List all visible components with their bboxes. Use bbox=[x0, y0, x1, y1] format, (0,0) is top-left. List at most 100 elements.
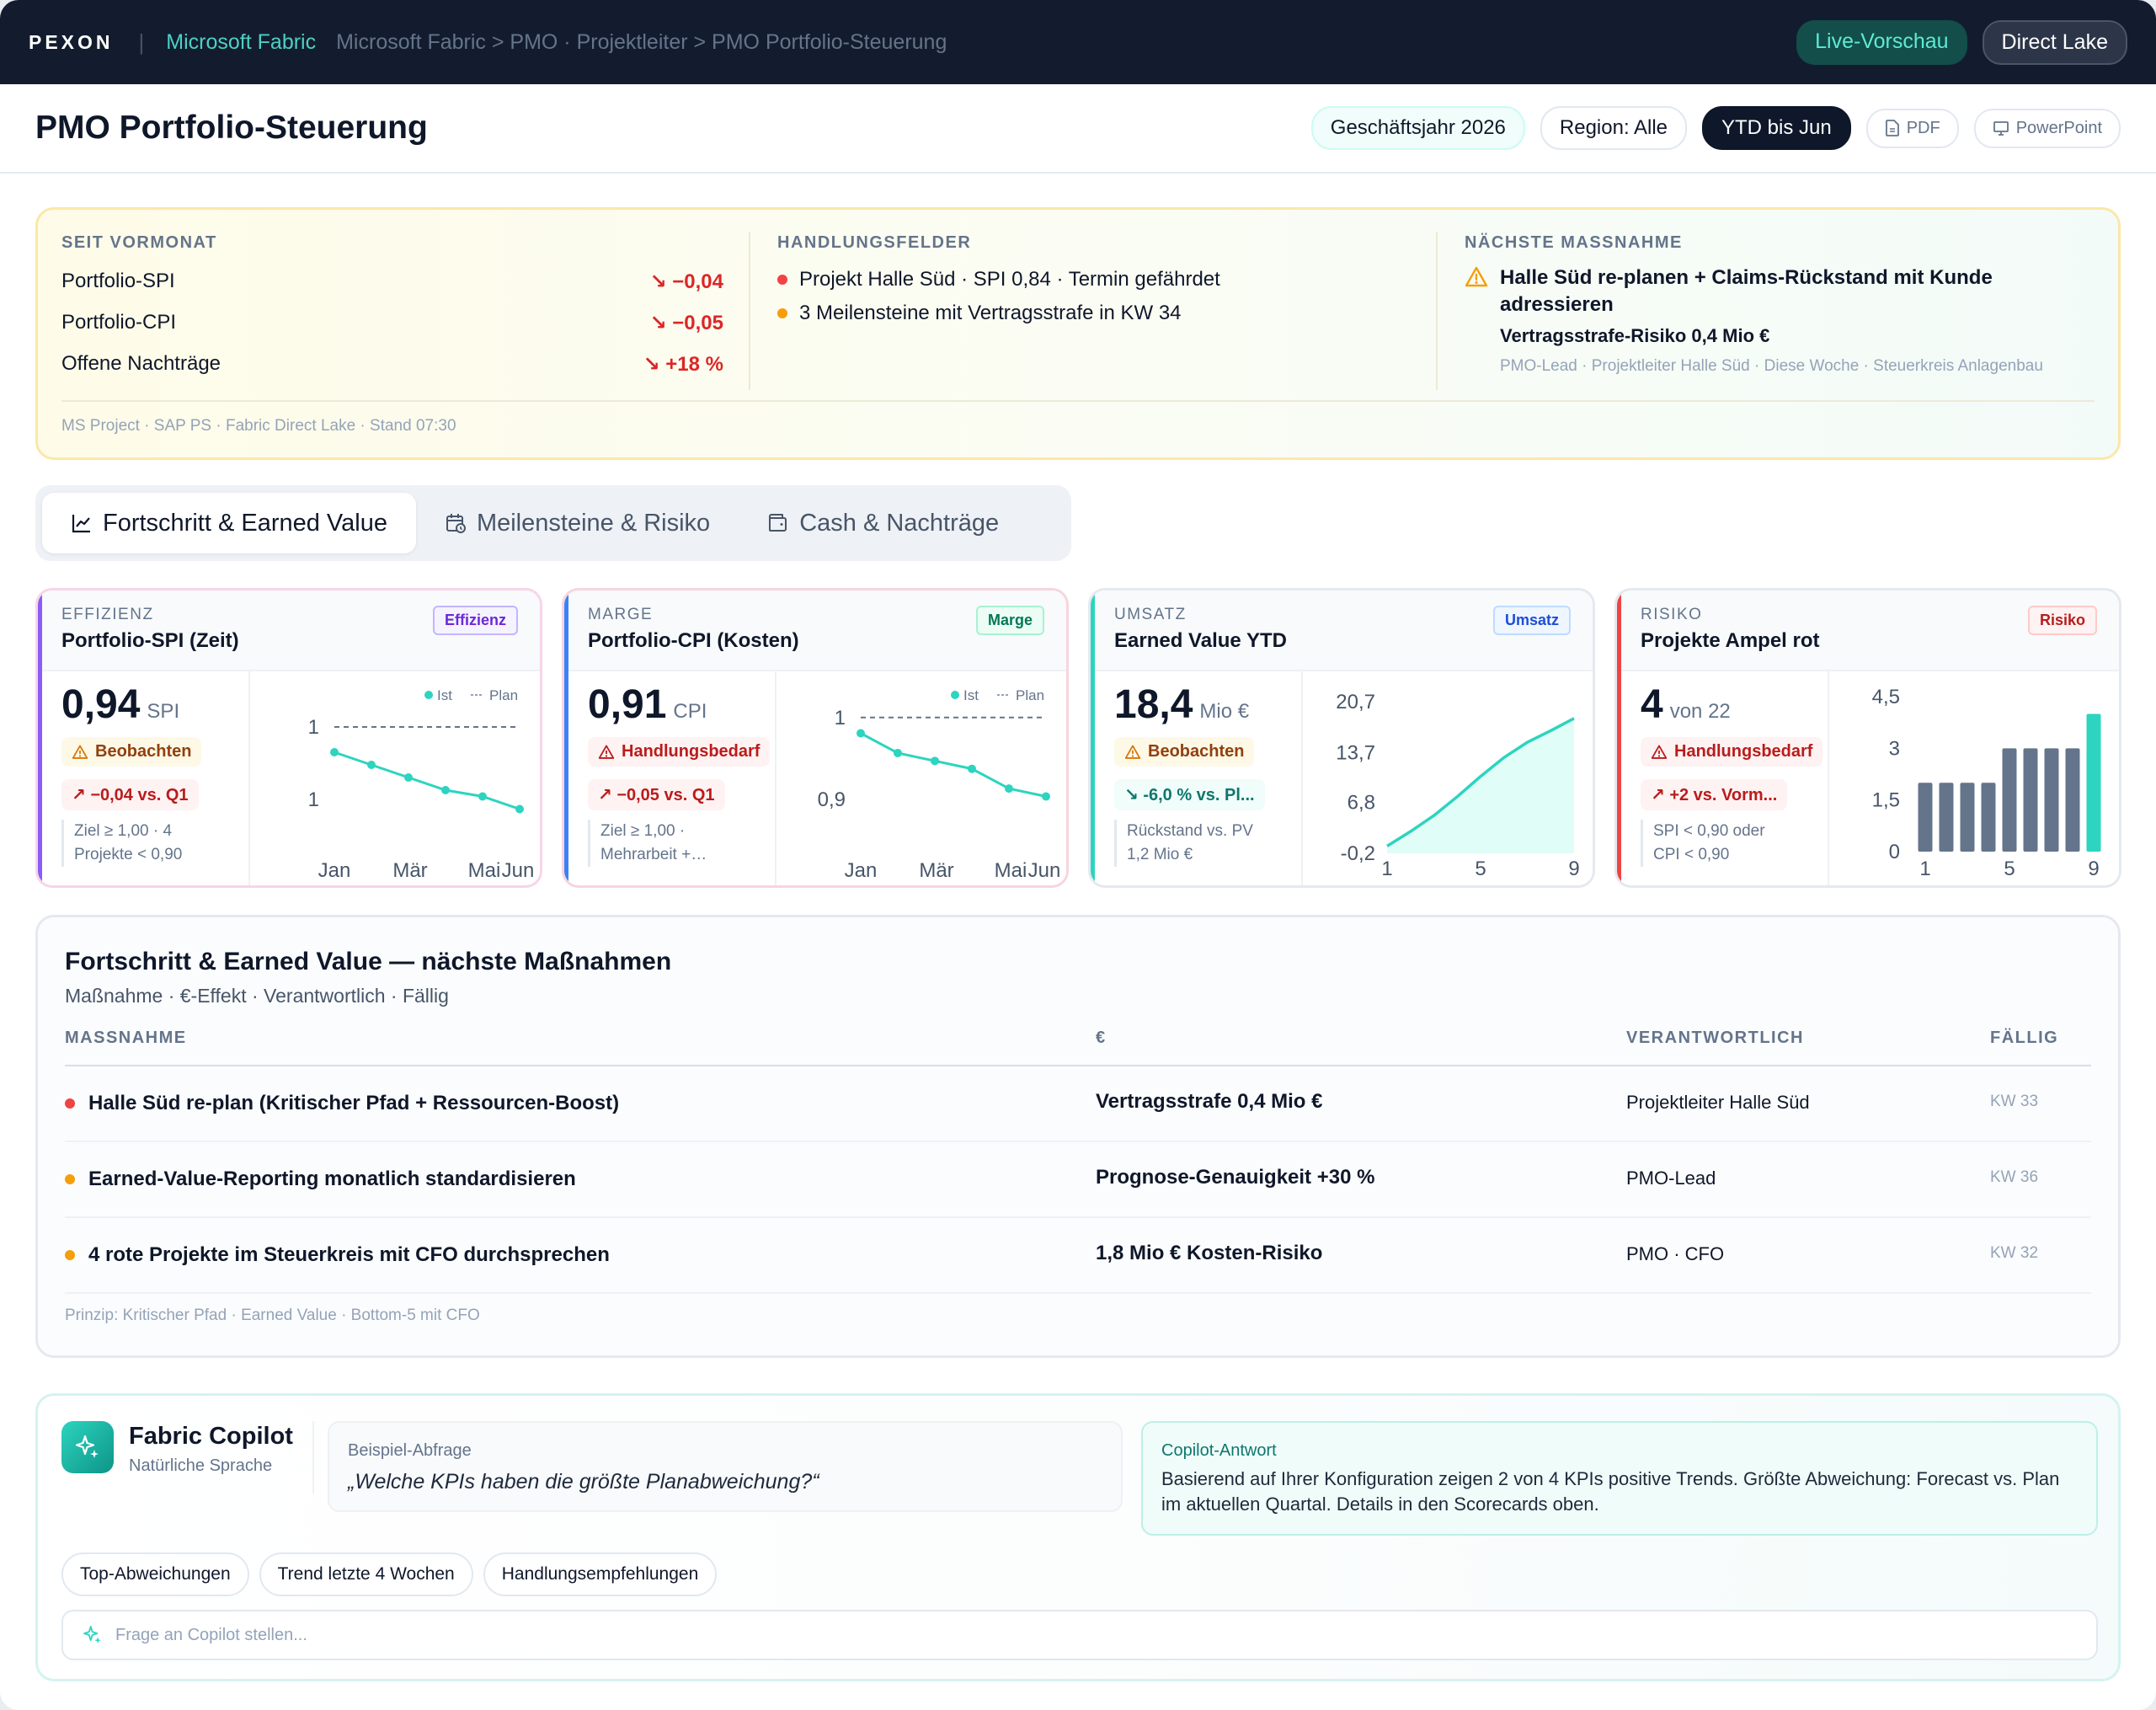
kpi-accent-bar bbox=[1617, 590, 1621, 885]
filter-fiscal-year[interactable]: Geschäftsjahr 2026 bbox=[1310, 106, 1525, 150]
column-header-effect[interactable]: € bbox=[1096, 1029, 1107, 1047]
since-row-label: Offene Nachträge bbox=[61, 352, 221, 375]
next-measure: NÄCHSTE MASSNAHME Halle Süd re-planen + … bbox=[1465, 233, 2105, 376]
copilot-input[interactable] bbox=[115, 1625, 2078, 1645]
example-query-card[interactable]: Beispiel-Abfrage „Welche KPIs haben die … bbox=[328, 1421, 1123, 1512]
table-row[interactable]: Earned-Value-Reporting monatlich standar… bbox=[65, 1142, 2091, 1218]
kpi-card-spi[interactable]: EFFIZIENZ Portfolio-SPI (Zeit) Effizienz… bbox=[35, 588, 542, 888]
tab-bar: Fortschritt & Earned Value Meilensteine … bbox=[35, 485, 1071, 561]
kpi-note-line: Projekte < 0,90 bbox=[74, 846, 183, 863]
kpi-value: 0,94 bbox=[61, 682, 141, 727]
kpi-note-line: CPI < 0,90 bbox=[1653, 846, 1730, 863]
column-header-measure[interactable]: MASSNAHME bbox=[65, 1029, 187, 1047]
bar bbox=[2044, 748, 2059, 852]
kpi-value-block: 0,94 SPI bbox=[61, 681, 179, 728]
kpi-value: 4 bbox=[1641, 682, 1663, 727]
tab-cash-claims[interactable]: Cash & Nachträge bbox=[739, 493, 1027, 553]
earned-value-chart: 20,7 13,7 6,8 -0,2 1 5 9 bbox=[1336, 691, 1579, 880]
ist-data-point bbox=[478, 792, 487, 801]
top-bar: PEXON | Microsoft Fabric Microsoft Fabri… bbox=[0, 0, 2156, 84]
kpi-card-cpi[interactable]: MARGE Portfolio-CPI (Kosten) Marge 0,91 C… bbox=[562, 588, 1069, 888]
since-row-label: Portfolio-CPI bbox=[61, 311, 177, 334]
ist-data-point bbox=[367, 761, 376, 769]
y-tick-label: 0,9 bbox=[818, 788, 846, 811]
bar bbox=[2002, 748, 2017, 852]
export-pdf-label: PDF bbox=[1906, 118, 1940, 137]
suggestion-chip-recommendations[interactable]: Handlungsempfehlungen bbox=[483, 1552, 718, 1596]
status-label: Beobachten bbox=[1148, 742, 1245, 761]
ist-data-point bbox=[441, 786, 450, 794]
kpi-note: Rückstand vs. PV 1,2 Mio € bbox=[1114, 820, 1301, 867]
ist-data-point bbox=[1042, 792, 1050, 801]
suggestion-chip-trend[interactable]: Trend letzte 4 Wochen bbox=[259, 1552, 473, 1596]
kpi-value: 0,91 bbox=[588, 682, 667, 727]
table-row[interactable]: Halle Süd re-plan (Kritischer Pfad + Res… bbox=[65, 1066, 2091, 1142]
filter-region[interactable]: Region: Alle bbox=[1540, 106, 1687, 150]
kpi-card-divider bbox=[1828, 671, 1829, 885]
column-header-due[interactable]: FÄLLIG bbox=[1990, 1029, 2059, 1047]
tab-label: Fortschritt & Earned Value bbox=[103, 509, 387, 537]
export-pdf-button[interactable]: PDF bbox=[1865, 108, 1959, 148]
direct-lake-badge[interactable]: Direct Lake bbox=[1982, 19, 2127, 65]
kpi-accent-bar bbox=[38, 590, 42, 885]
y-tick-label: -0,2 bbox=[1341, 842, 1375, 865]
copilot-input-box[interactable] bbox=[61, 1610, 2098, 1660]
actions-subtitle: Maßnahme · €-Effekt · Verantwortlich · F… bbox=[65, 985, 449, 1007]
kpi-delta: ↗ −0,05 vs. Q1 bbox=[588, 779, 725, 810]
x-tick-label: Mai bbox=[995, 859, 1027, 882]
ist-data-point bbox=[968, 764, 976, 773]
x-tick-label: 5 bbox=[1475, 858, 1486, 880]
kpi-unit: von 22 bbox=[1669, 700, 1731, 723]
due-cell: KW 32 bbox=[1990, 1244, 2039, 1262]
suggestion-chip-top-deviations[interactable]: Top-Abweichungen bbox=[61, 1552, 249, 1596]
copilot-divider bbox=[312, 1421, 314, 1494]
x-tick-label: Jan bbox=[845, 859, 878, 882]
filter-period[interactable]: YTD bis Jun bbox=[1702, 106, 1851, 150]
filter-bar: Geschäftsjahr 2026 Region: Alle YTD bis … bbox=[1310, 106, 2121, 150]
kpi-card-divider bbox=[1301, 671, 1303, 885]
earned-value-area bbox=[1387, 718, 1574, 853]
copilot-panel: Fabric Copilot Natürliche Sprache Beispi… bbox=[35, 1393, 2121, 1681]
tab-milestones-risk[interactable]: Meilensteine & Risiko bbox=[416, 493, 739, 553]
bar bbox=[1918, 783, 1933, 852]
line-chart-icon bbox=[72, 515, 90, 533]
live-preview-badge[interactable]: Live-Vorschau bbox=[1796, 19, 1967, 65]
status-badge: Handlungsbedarf bbox=[1641, 737, 1823, 767]
field-text: 3 Meilensteine mit Vertragsstrafe in KW … bbox=[799, 302, 1182, 324]
x-tick-label: Mär bbox=[392, 859, 427, 882]
kpi-category: UMSATZ bbox=[1114, 606, 1187, 623]
x-tick-label: Mai bbox=[468, 859, 501, 882]
y-tick-label: 20,7 bbox=[1336, 691, 1375, 713]
kpi-card-divider bbox=[248, 671, 250, 885]
owner-cell: Projektleiter Halle Süd bbox=[1626, 1092, 1810, 1113]
tab-progress-earned-value[interactable]: Fortschritt & Earned Value bbox=[42, 493, 416, 553]
next-caption: NÄCHSTE MASSNAHME bbox=[1465, 233, 1683, 252]
kpi-note-line: SPI < 0,90 oder bbox=[1653, 822, 1765, 840]
ist-data-point bbox=[404, 773, 413, 782]
status-label: Handlungsbedarf bbox=[1674, 742, 1813, 761]
tab-label: Cash & Nachträge bbox=[799, 509, 1000, 537]
field-text: Projekt Halle Süd · SPI 0,84 · Termin ge… bbox=[799, 268, 1220, 291]
bar bbox=[2086, 713, 2101, 852]
actions-footer: Prinzip: Kritischer Pfad · Earned Value … bbox=[65, 1307, 480, 1324]
owner-cell: PMO · CFO bbox=[1626, 1243, 1725, 1264]
export-powerpoint-button[interactable]: PowerPoint bbox=[1973, 108, 2121, 148]
amber-priority-dot bbox=[65, 1174, 75, 1184]
status-badge: Handlungsbedarf bbox=[588, 737, 771, 767]
kpi-card-red-projects[interactable]: RISIKO Projekte Ampel rot Risiko 4 von 22… bbox=[1614, 588, 2121, 888]
column-header-owner[interactable]: VERANTWORTLICH bbox=[1626, 1029, 1804, 1047]
kpi-card-earned-value[interactable]: UMSATZ Earned Value YTD Umsatz 18,4 Mio €… bbox=[1088, 588, 1595, 888]
y-tick-label: 4,5 bbox=[1872, 686, 1900, 708]
kpi-note-line: 1,2 Mio € bbox=[1127, 846, 1193, 863]
kpi-value-block: 0,91 CPI bbox=[588, 681, 707, 728]
data-sources: MS Project · SAP PS · Fabric Direct Lake… bbox=[61, 417, 456, 435]
amber-priority-dot bbox=[65, 1250, 75, 1260]
since-row: Offene Nachträge ↘ +18 % bbox=[61, 352, 723, 377]
y-tick-label: 1,5 bbox=[1872, 789, 1900, 812]
kpi-accent-bar bbox=[1091, 590, 1095, 885]
breadcrumb[interactable]: Microsoft Fabric > PMO · Projektleiter >… bbox=[336, 29, 947, 54]
measure-text: Earned-Value-Reporting monatlich standar… bbox=[88, 1168, 576, 1190]
table-row[interactable]: 4 rote Projekte im Steuerkreis mit CFO d… bbox=[65, 1218, 2091, 1294]
product-link[interactable]: Microsoft Fabric bbox=[166, 29, 317, 54]
actions-panel: Fortschritt & Earned Value — nächste Maß… bbox=[35, 915, 2121, 1358]
